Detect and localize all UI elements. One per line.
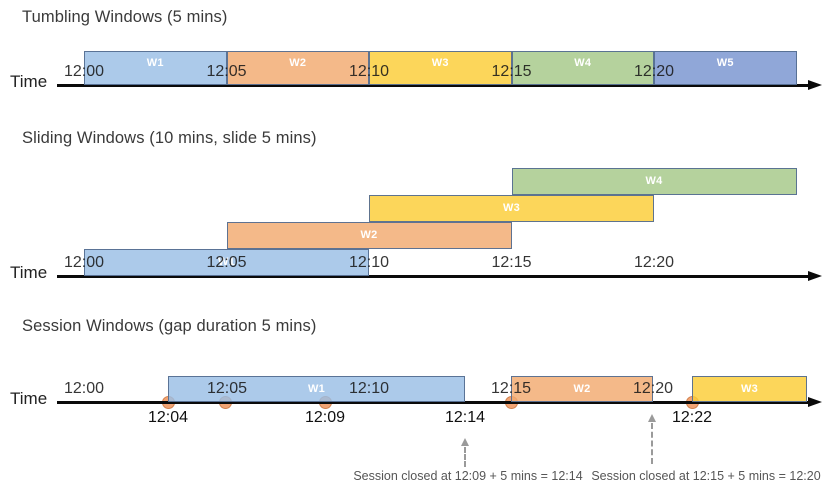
window-box-session-w2 [511,376,653,402]
annotation-arrow-1 [464,447,466,467]
window-label-tumbling-w3: W3 [431,57,449,69]
time-axis-arrowhead-session [808,397,822,407]
tick-label-session-1215: 12:15 [490,380,532,397]
tick-label-tumbling-1220: 12:20 [633,63,675,80]
tick-label-sliding-1205: 12:05 [206,254,247,271]
time-axis-session [57,401,808,404]
window-box-sliding-w2 [226,222,512,249]
tick-label-session-1220: 12:20 [632,380,674,397]
axis-label-sliding: Time [10,263,48,282]
window-box-tumbling-w5 [654,51,797,85]
event-time-label-1222: 12:22 [671,409,713,426]
window-box-tumbling-w1 [84,51,227,85]
time-axis-tumbling [57,84,808,87]
tick-label-tumbling-1205: 12:05 [206,63,247,80]
section-title-tumbling: Tumbling Windows (5 mins) [22,8,228,26]
window-label-sliding-w2: W2 [360,229,378,241]
annotation-arrow-2 [651,423,653,464]
window-label-tumbling-w4: W4 [574,57,592,69]
window-box-sliding-w4 [511,168,797,195]
axis-label-session: Time [10,389,48,408]
window-box-tumbling-w3 [369,51,512,85]
window-label-sliding-w1: W1 [217,256,236,268]
window-label-session-w3: W3 [740,383,759,395]
tick-label-tumbling-1210: 12:10 [348,63,390,80]
tick-label-sliding-1220: 12:20 [633,254,675,271]
section-title-sliding: Sliding Windows (10 mins, slide 5 mins) [22,129,317,147]
window-label-tumbling-w2: W2 [289,57,307,69]
event-time-label-1209: 12:09 [304,409,346,426]
section-title-session: Session Windows (gap duration 5 mins) [22,317,317,335]
axis-label-tumbling: Time [10,72,48,91]
time-axis-sliding [57,275,808,278]
session-close-annotation-1: Session closed at 12:09 + 5 mins = 12:14 [353,469,583,483]
window-box-sliding-w1 [84,249,369,276]
time-axis-arrowhead-sliding [808,271,822,281]
window-box-tumbling-w4 [511,51,654,85]
event-time-label-1214: 12:14 [444,409,486,426]
window-box-session-w3 [692,376,807,402]
tick-label-sliding-1200: 12:00 [63,254,105,271]
tick-label-tumbling-1215: 12:15 [491,63,532,80]
tick-label-tumbling-1200: 12:00 [63,63,105,80]
window-label-tumbling-w1: W1 [146,57,164,69]
session-close-annotation-2: Session closed at 12:15 + 5 mins = 12:20 [591,469,821,483]
event-time-label-1204: 12:04 [147,409,189,426]
window-box-tumbling-w2 [226,51,369,85]
tick-label-session-1210: 12:10 [348,380,390,397]
tick-label-sliding-1210: 12:10 [348,254,390,271]
time-axis-arrowhead-tumbling [808,80,822,90]
tick-label-sliding-1215: 12:15 [491,254,532,271]
window-box-session-w1 [168,376,465,402]
tick-label-session-1205: 12:05 [206,380,248,397]
annotation-arrowhead-2 [647,414,656,422]
window-label-session-w1: W1 [307,383,326,395]
tick-label-session-1200: 12:00 [63,380,105,397]
window-label-sliding-w4: W4 [645,175,663,187]
window-box-sliding-w3 [369,195,654,222]
window-label-session-w2: W2 [573,383,591,395]
annotation-arrowhead-1 [460,438,469,446]
window-label-tumbling-w5: W5 [716,57,734,69]
window-label-sliding-w3: W3 [502,202,521,214]
